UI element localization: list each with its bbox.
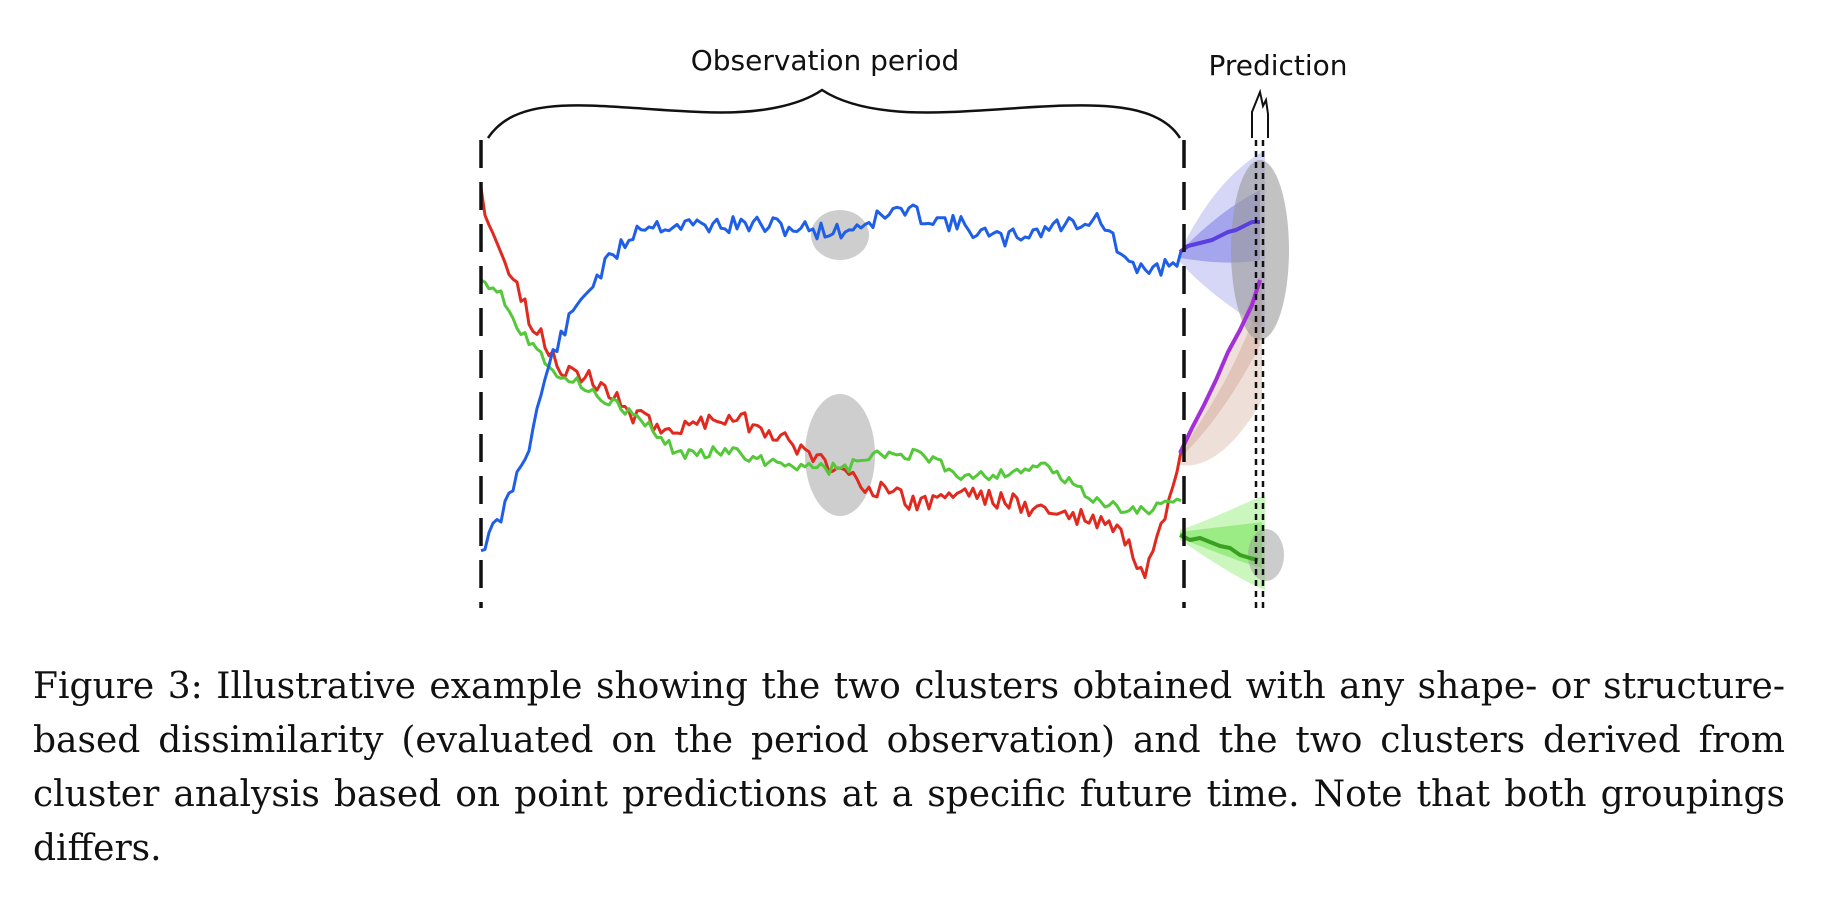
purple-prediction-line: [1178, 279, 1262, 454]
ellipse-pred-top: [1231, 160, 1289, 340]
prediction-marker: [1251, 88, 1269, 138]
red-band-inner: [1180, 300, 1260, 458]
green-series-line: [480, 278, 1182, 516]
figure-3-illustration: Observation period Prediction: [479, 44, 1348, 612]
green-band-outer: [1180, 495, 1265, 590]
observation-brace: [486, 88, 1182, 139]
prediction-label: Prediction: [1208, 49, 1347, 82]
ellipse-pred-bottom: [1248, 529, 1284, 581]
blue-prediction-line: [1178, 220, 1260, 254]
prediction-lines: [1178, 220, 1262, 562]
observation-period-label: Observation period: [691, 44, 960, 77]
period-boundaries: [479, 140, 1265, 612]
series-lines: [479, 187, 1183, 580]
ellipse-mid-obs: [805, 394, 875, 516]
green-prediction-line: [1179, 533, 1259, 562]
cluster-ellipses: [805, 160, 1289, 581]
figure-caption: Figure 3: Illustrative example showing t…: [33, 666, 1785, 869]
blue-series-line: [480, 203, 1183, 553]
